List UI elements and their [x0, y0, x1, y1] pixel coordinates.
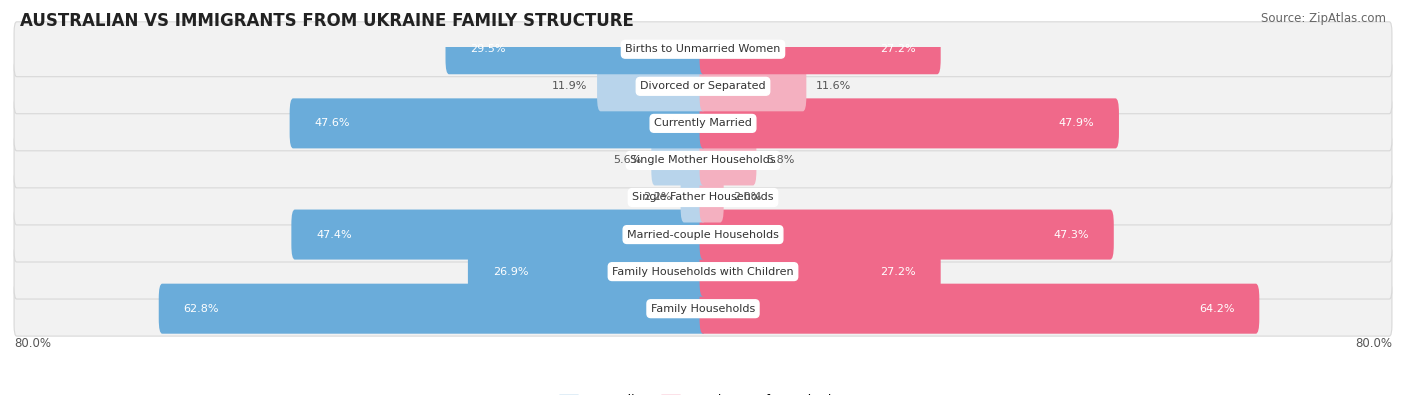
Text: Currently Married: Currently Married [654, 118, 752, 128]
FancyBboxPatch shape [700, 209, 1114, 260]
FancyBboxPatch shape [14, 22, 1392, 77]
FancyBboxPatch shape [14, 96, 1392, 151]
Text: 11.6%: 11.6% [815, 81, 851, 91]
Text: Family Households with Children: Family Households with Children [612, 267, 794, 276]
FancyBboxPatch shape [700, 98, 1119, 149]
Text: 47.9%: 47.9% [1059, 118, 1094, 128]
FancyBboxPatch shape [14, 281, 1392, 336]
Text: 27.2%: 27.2% [880, 44, 915, 54]
FancyBboxPatch shape [291, 209, 706, 260]
FancyBboxPatch shape [681, 173, 706, 222]
Text: 5.6%: 5.6% [613, 156, 643, 166]
Text: 47.6%: 47.6% [315, 118, 350, 128]
Text: Births to Unmarried Women: Births to Unmarried Women [626, 44, 780, 54]
Text: 64.2%: 64.2% [1199, 304, 1234, 314]
Text: 27.2%: 27.2% [880, 267, 915, 276]
FancyBboxPatch shape [700, 24, 941, 74]
Text: Married-couple Households: Married-couple Households [627, 229, 779, 239]
Text: Source: ZipAtlas.com: Source: ZipAtlas.com [1261, 12, 1386, 25]
FancyBboxPatch shape [14, 170, 1392, 225]
FancyBboxPatch shape [700, 246, 941, 297]
Text: Single Father Households: Single Father Households [633, 192, 773, 203]
Text: 47.3%: 47.3% [1053, 229, 1088, 239]
Text: 2.2%: 2.2% [643, 192, 671, 203]
FancyBboxPatch shape [446, 24, 706, 74]
Text: Divorced or Separated: Divorced or Separated [640, 81, 766, 91]
Text: 26.9%: 26.9% [494, 267, 529, 276]
FancyBboxPatch shape [700, 173, 724, 222]
FancyBboxPatch shape [651, 135, 706, 186]
Text: 47.4%: 47.4% [316, 229, 352, 239]
FancyBboxPatch shape [14, 207, 1392, 262]
FancyBboxPatch shape [290, 98, 706, 149]
Text: 2.0%: 2.0% [733, 192, 762, 203]
Text: 62.8%: 62.8% [184, 304, 219, 314]
FancyBboxPatch shape [598, 61, 706, 111]
Text: 11.9%: 11.9% [553, 81, 588, 91]
FancyBboxPatch shape [700, 135, 756, 186]
Text: Family Households: Family Households [651, 304, 755, 314]
Text: 5.8%: 5.8% [766, 156, 794, 166]
FancyBboxPatch shape [14, 244, 1392, 299]
FancyBboxPatch shape [14, 59, 1392, 114]
Text: AUSTRALIAN VS IMMIGRANTS FROM UKRAINE FAMILY STRUCTURE: AUSTRALIAN VS IMMIGRANTS FROM UKRAINE FA… [20, 12, 634, 30]
FancyBboxPatch shape [159, 284, 706, 334]
Text: 80.0%: 80.0% [14, 337, 51, 350]
FancyBboxPatch shape [14, 133, 1392, 188]
FancyBboxPatch shape [700, 61, 807, 111]
Text: 29.5%: 29.5% [471, 44, 506, 54]
FancyBboxPatch shape [700, 284, 1260, 334]
Text: Single Mother Households: Single Mother Households [630, 156, 776, 166]
FancyBboxPatch shape [468, 246, 706, 297]
Legend: Australian, Immigrants from Ukraine: Australian, Immigrants from Ukraine [560, 394, 846, 395]
Text: 80.0%: 80.0% [1355, 337, 1392, 350]
